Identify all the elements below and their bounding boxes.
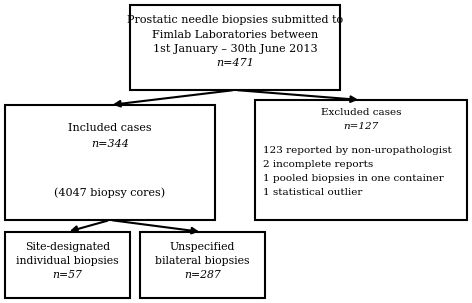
Text: Unspecified: Unspecified (170, 242, 235, 252)
Text: n=127: n=127 (343, 122, 379, 131)
Text: 2 incomplete reports: 2 incomplete reports (263, 160, 373, 169)
Bar (140, 232, 265, 298)
Bar (5, 232, 130, 298)
Text: 1 statistical outlier: 1 statistical outlier (263, 188, 362, 197)
Text: individual biopsies: individual biopsies (16, 256, 119, 266)
Bar (5, 105, 215, 220)
Text: n=57: n=57 (52, 270, 83, 280)
Bar (130, 5, 340, 90)
Text: Prostatic needle biopsies submitted to: Prostatic needle biopsies submitted to (127, 15, 343, 25)
Text: 1st January – 30th June 2013: 1st January – 30th June 2013 (152, 44, 317, 54)
Text: Fimlab Laboratories between: Fimlab Laboratories between (152, 29, 318, 39)
Text: n=287: n=287 (184, 270, 221, 280)
Text: (4047 biopsy cores): (4047 biopsy cores) (54, 187, 166, 198)
Text: 123 reported by non-uropathologist: 123 reported by non-uropathologist (263, 146, 452, 155)
Text: Included cases: Included cases (68, 123, 152, 133)
Text: n=344: n=344 (91, 139, 129, 149)
Text: n=471: n=471 (216, 58, 254, 68)
Text: Excluded cases: Excluded cases (321, 108, 401, 117)
Bar (255, 100, 467, 220)
Text: Site-designated: Site-designated (25, 242, 110, 252)
Text: 1 pooled biopsies in one container: 1 pooled biopsies in one container (263, 174, 444, 183)
Text: bilateral biopsies: bilateral biopsies (155, 256, 250, 266)
